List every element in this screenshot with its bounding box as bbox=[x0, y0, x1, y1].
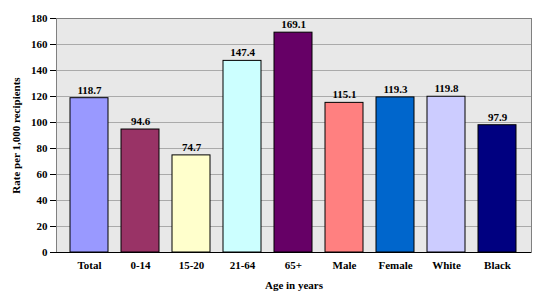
svg-text:White: White bbox=[432, 259, 461, 271]
svg-text:15-20: 15-20 bbox=[179, 259, 205, 271]
svg-text:94.6: 94.6 bbox=[131, 115, 151, 127]
svg-text:0: 0 bbox=[42, 246, 48, 258]
svg-text:97.9: 97.9 bbox=[488, 111, 508, 123]
svg-text:60: 60 bbox=[37, 168, 49, 180]
svg-text:147.4: 147.4 bbox=[230, 46, 255, 58]
svg-text:120: 120 bbox=[31, 90, 48, 102]
svg-text:Total: Total bbox=[77, 259, 101, 271]
svg-text:119.3: 119.3 bbox=[383, 83, 408, 95]
svg-text:115.1: 115.1 bbox=[332, 88, 356, 100]
svg-text:160: 160 bbox=[31, 38, 48, 50]
svg-text:Male: Male bbox=[333, 259, 357, 271]
svg-text:74.7: 74.7 bbox=[182, 141, 202, 153]
svg-text:Age in years: Age in years bbox=[265, 279, 324, 291]
svg-text:Rate per 1,000 recipients: Rate per 1,000 recipients bbox=[10, 77, 22, 194]
svg-text:0-14: 0-14 bbox=[130, 259, 151, 271]
svg-text:Female: Female bbox=[378, 259, 412, 271]
svg-text:118.7: 118.7 bbox=[77, 84, 102, 96]
svg-text:65+: 65+ bbox=[285, 259, 302, 271]
svg-text:Black: Black bbox=[484, 259, 512, 271]
svg-text:140: 140 bbox=[31, 64, 48, 76]
svg-text:119.8: 119.8 bbox=[434, 82, 459, 94]
svg-text:20: 20 bbox=[37, 220, 49, 232]
svg-text:40: 40 bbox=[37, 194, 49, 206]
svg-text:21-64: 21-64 bbox=[230, 259, 256, 271]
svg-text:180: 180 bbox=[31, 12, 48, 24]
svg-text:169.1: 169.1 bbox=[281, 18, 306, 30]
svg-text:100: 100 bbox=[31, 116, 48, 128]
svg-text:80: 80 bbox=[37, 142, 49, 154]
